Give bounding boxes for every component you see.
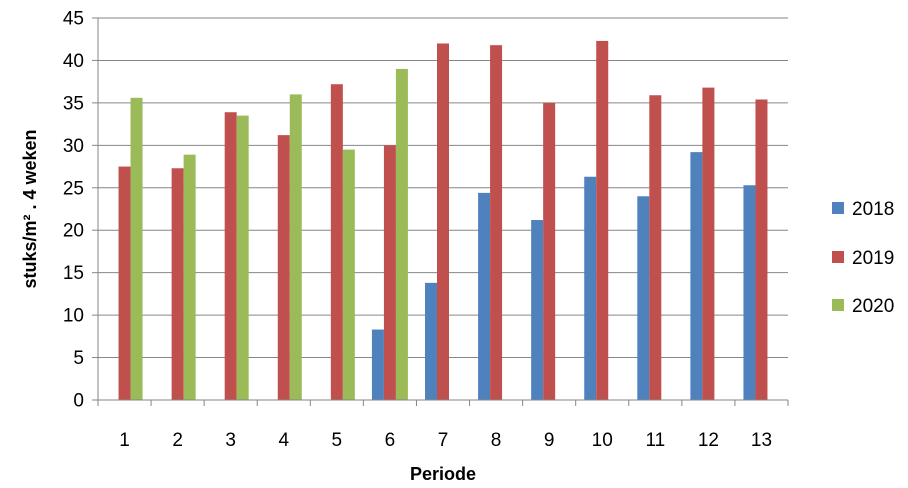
bar-2018 xyxy=(743,185,756,400)
x-axis-title: Periode xyxy=(410,464,476,484)
bar-2020 xyxy=(395,68,408,400)
x-tick-label: 11 xyxy=(645,430,665,451)
y-tick-label: 15 xyxy=(63,263,84,284)
bar-2019 xyxy=(596,40,609,401)
bar-2018 xyxy=(531,220,544,400)
bar-2019 xyxy=(437,43,449,400)
bar-2020 xyxy=(130,97,143,400)
x-tick-label: 1 xyxy=(119,430,130,451)
legend-label: 2020 xyxy=(852,296,894,317)
bar-2020 xyxy=(183,154,196,400)
y-tick-label: 5 xyxy=(73,348,84,369)
x-tick-label: 8 xyxy=(491,430,502,451)
legend-swatch xyxy=(832,202,844,214)
x-tick-label: 2 xyxy=(172,430,183,451)
bar-2019 xyxy=(649,95,662,400)
y-axis-title: stuks/m² . 4 weken xyxy=(20,129,40,288)
bar-2020 xyxy=(236,115,249,400)
x-axis-ticks: 1 2 3 4 5 6 7 8 9 10 11 12 13 xyxy=(97,400,789,451)
y-tick-label: 10 xyxy=(63,306,84,327)
bar-2019 xyxy=(383,145,396,400)
x-tick-label: 9 xyxy=(544,430,555,451)
x-tick-label: 12 xyxy=(698,430,719,451)
x-tick-label: 6 xyxy=(385,430,396,451)
bar-2019 xyxy=(330,84,343,401)
x-tick-label: 4 xyxy=(278,430,289,451)
y-tick-label: 40 xyxy=(63,51,84,72)
bar-2018 xyxy=(637,196,650,400)
bar-2018 xyxy=(425,282,437,400)
bar-2020 xyxy=(289,94,302,401)
x-tick-label: 10 xyxy=(592,430,613,451)
bar-2018 xyxy=(584,176,597,400)
bar-2018 xyxy=(371,329,384,400)
bar-2019 xyxy=(118,166,131,400)
bar-2020 xyxy=(342,149,355,400)
bar-2018 xyxy=(478,192,491,400)
bar-2019 xyxy=(543,102,556,400)
bar-2019 xyxy=(490,45,503,401)
bar-2018 xyxy=(690,152,703,400)
x-tick-label: 5 xyxy=(332,430,343,451)
legend-label: 2018 xyxy=(852,199,894,220)
legend-swatch xyxy=(832,251,844,263)
legend: 2018 2019 2020 xyxy=(832,199,894,317)
bar-2019 xyxy=(277,135,290,400)
bar-2019 xyxy=(702,87,715,400)
bar-2019 xyxy=(171,168,184,400)
y-tick-label: 25 xyxy=(63,178,84,199)
y-tick-label: 0 xyxy=(73,391,84,412)
legend-label: 2019 xyxy=(852,248,894,269)
axes xyxy=(97,18,788,401)
bar-2019 xyxy=(755,99,768,400)
bars xyxy=(118,40,768,401)
y-tick-label: 30 xyxy=(63,136,84,157)
legend-swatch xyxy=(832,299,844,311)
x-tick-label: 7 xyxy=(438,430,449,451)
y-tick-label: 45 xyxy=(63,9,84,30)
y-axis-ticks: 0 5 10 15 20 25 30 35 40 45 xyxy=(63,9,98,412)
bar-2019 xyxy=(224,112,237,400)
y-tick-label: 20 xyxy=(63,221,84,242)
x-tick-label: 13 xyxy=(751,430,772,451)
y-tick-label: 35 xyxy=(63,93,84,114)
x-tick-label: 3 xyxy=(225,430,236,451)
